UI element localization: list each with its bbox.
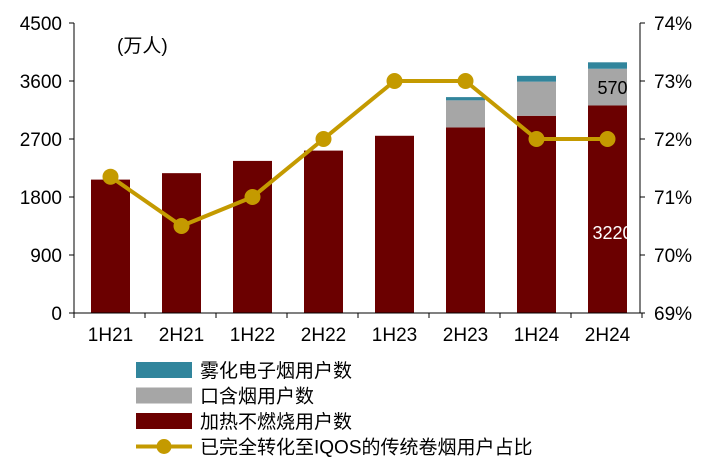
bar-1H24-雾化电子烟用户数 (517, 75, 556, 82)
x-tick-label: 1H21 (88, 325, 133, 346)
bar-2H21-加热不燃烧用户数 (162, 173, 201, 313)
left-tick-label: 1800 (20, 188, 62, 209)
left-tick-label: 0 (51, 304, 62, 325)
right-tick-label: 69% (654, 304, 692, 325)
legend-swatch (136, 362, 192, 378)
x-tick-label: 1H23 (372, 325, 417, 346)
legend-swatch (136, 413, 192, 429)
legend-label: 雾化电子烟用户数 (200, 360, 352, 382)
legend-label: 加热不燃烧用户数 (200, 411, 352, 433)
x-tick-label: 1H22 (230, 325, 275, 346)
unit-label: (万人) (117, 35, 168, 57)
right-tick-label: 72% (654, 130, 692, 151)
x-tick-label: 2H24 (585, 325, 631, 346)
bar-1H23-加热不燃烧用户数 (375, 135, 414, 313)
x-tick-label: 2H21 (159, 325, 204, 346)
line-point-1H22 (244, 189, 261, 205)
data-label-2H24: 570 (597, 78, 627, 98)
right-tick-label: 74% (654, 14, 692, 35)
bars-layer (91, 62, 627, 314)
line-point-2H21 (173, 218, 190, 234)
bar-2H22-加热不燃烧用户数 (304, 150, 343, 313)
left-tick-label: 3600 (20, 72, 62, 93)
right-tick-label: 71% (654, 188, 692, 209)
axes-layer: 0 900 1800 2700 3600 4500 69% 70% 71% 72% 73% 74% 1H… (20, 14, 692, 346)
bar-1H21-加热不燃烧用户数 (91, 179, 130, 313)
line-已完全转化至IQOS的传统卷烟用户占比 (109, 79, 608, 228)
line-point-1H24 (528, 131, 545, 147)
x-tick-label: 2H23 (443, 325, 488, 346)
labels-layer: 570 3220 (592, 78, 632, 243)
line-point-2H22 (315, 131, 332, 147)
data-label-2H24: 3220 (592, 223, 632, 243)
line-layer (102, 73, 616, 234)
left-tick-label: 4500 (20, 14, 62, 35)
legend: 雾化电子烟用户数口含烟用户数加热不燃烧用户数已完全转化至IQOS的传统卷烟用户占… (136, 360, 533, 459)
legend-label: 已完全转化至IQOS的传统卷烟用户占比 (200, 437, 533, 459)
legend-label: 口含烟用户数 (200, 386, 314, 408)
bar-2H24-口含烟用户数 (588, 68, 627, 106)
bar-2H23-口含烟用户数 (446, 100, 485, 128)
legend-swatch (136, 387, 192, 404)
legend-swatch-marker (156, 439, 172, 454)
line-point-1H21 (102, 168, 119, 185)
bar-2H23-雾化电子烟用户数 (446, 97, 485, 101)
right-tick-label: 70% (654, 246, 692, 267)
bar-1H24-加热不燃烧用户数 (517, 115, 556, 313)
left-tick-label: 2700 (20, 130, 62, 151)
bar-2H24-雾化电子烟用户数 (588, 62, 627, 69)
x-tick-label: 2H22 (301, 325, 346, 346)
line-point-1H23 (386, 73, 403, 89)
line-point-2H23 (457, 73, 474, 89)
bar-1H24-口含烟用户数 (517, 81, 556, 116)
left-tick-label: 900 (30, 246, 62, 267)
x-tick-label: 1H24 (514, 325, 560, 346)
bar-2H23-加热不燃烧用户数 (446, 127, 485, 314)
right-tick-label: 73% (654, 72, 692, 93)
line-point-2H24 (599, 131, 616, 147)
